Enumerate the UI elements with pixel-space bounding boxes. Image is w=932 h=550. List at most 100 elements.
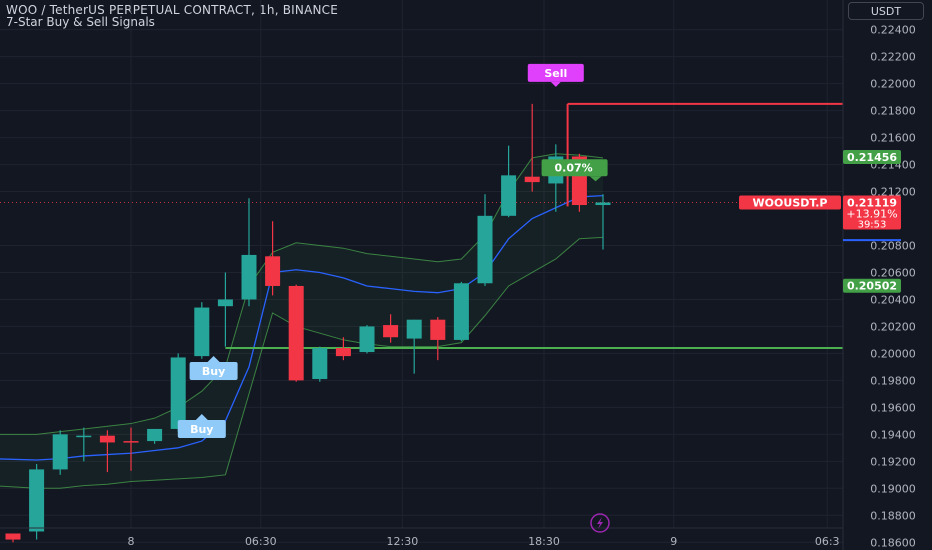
candle <box>5 533 21 543</box>
buy-signal-label: Buy <box>189 355 238 380</box>
candle-body <box>147 428 163 442</box>
pct-box <box>541 159 608 177</box>
price-tick-label: 0.19000 <box>870 482 916 495</box>
candle <box>430 316 446 361</box>
upper-band-price-tag-text: 0.21456 <box>847 151 897 164</box>
candle-body <box>194 307 210 357</box>
candle <box>383 314 399 343</box>
candle <box>99 430 115 473</box>
pct-pointer <box>589 176 602 182</box>
sell-signal-label: Sell <box>527 63 584 87</box>
symbol-tag: WOOUSDT.P <box>739 195 841 210</box>
candle-body <box>477 215 493 284</box>
candle-body <box>501 175 517 216</box>
lightning-circle <box>590 513 610 533</box>
candle <box>170 353 186 432</box>
signal-pointer <box>550 81 561 87</box>
candle <box>312 346 328 382</box>
candle-body <box>312 348 328 380</box>
candle-body <box>383 325 399 338</box>
candle <box>217 272 233 347</box>
indicator-name[interactable]: 7-Star Buy & Sell Signals <box>6 15 155 29</box>
candle <box>359 325 375 354</box>
signal-box <box>527 63 584 82</box>
price-tick-label: 0.20600 <box>870 266 916 279</box>
countdown-text: 39:53 <box>858 219 887 230</box>
candle <box>288 284 304 382</box>
price-tick-label: 0.21600 <box>870 132 916 145</box>
time-tick-label: 06:30 <box>245 535 277 548</box>
candle-body <box>595 202 611 206</box>
price-tick-label: 0.18800 <box>870 509 916 522</box>
pct-text: 0.07% <box>555 161 593 174</box>
candle-body <box>335 348 351 357</box>
candle <box>406 319 422 374</box>
signal-pointer <box>207 355 220 362</box>
signal-pointer <box>195 413 208 420</box>
time-axis[interactable]: 8 06:30 12:30 18:30 9 06:3 <box>0 513 843 548</box>
price-tick-label: 0.20000 <box>870 347 916 360</box>
time-tick-label: 12:30 <box>387 535 419 548</box>
candle-body <box>524 176 540 183</box>
upper-band-price-tag-box <box>843 150 901 165</box>
lower-band-price-tag-box <box>843 278 901 293</box>
candle-body <box>406 319 422 339</box>
candle-body <box>170 357 186 429</box>
candles <box>5 103 611 543</box>
candle <box>501 145 517 218</box>
candle-body <box>29 469 45 532</box>
grid-lines <box>0 0 843 543</box>
candle <box>123 427 139 471</box>
time-tick-label: 9 <box>670 535 677 548</box>
last-price-box <box>843 195 901 230</box>
price-tick-label: 0.19400 <box>870 428 916 441</box>
price-tick-label: 0.19600 <box>870 401 916 414</box>
candle <box>76 427 92 462</box>
candle <box>147 428 163 444</box>
candle <box>524 103 540 192</box>
price-axis[interactable]: 0.22400 0.22200 0.22000 0.21800 0.21600 0.214… <box>842 0 916 550</box>
candle <box>241 198 257 307</box>
candle-body <box>430 319 446 340</box>
price-tick-label: 0.22400 <box>870 24 916 37</box>
price-tick-label: 0.22200 <box>870 51 916 64</box>
pct-change-label: 0.07% <box>541 159 608 182</box>
price-tick-label: 0.19800 <box>870 374 916 387</box>
signal-text: Buy <box>202 365 225 378</box>
candle-body <box>288 285 304 381</box>
candle-body <box>265 256 281 286</box>
signal-labels: Sell Buy Buy 0.07% <box>177 63 608 438</box>
last-price-text: 0.21119 <box>847 196 897 209</box>
candle <box>335 337 351 361</box>
price-tick-label: 0.21200 <box>870 186 916 199</box>
lower-band-price-tag-text: 0.20502 <box>847 280 897 293</box>
candle-body <box>241 254 257 300</box>
candle-body <box>359 326 375 353</box>
price-tick-label: 0.21800 <box>870 105 916 118</box>
lightning-bolt <box>597 517 603 529</box>
price-tick-label: 0.18600 <box>870 536 916 549</box>
currency-button[interactable]: USDT <box>848 2 924 20</box>
signal-text: Sell <box>544 67 567 80</box>
time-tick-label: 8 <box>128 535 135 548</box>
candle <box>477 194 493 286</box>
last-price-tag: 0.21119+13.91%39:53 <box>843 195 901 230</box>
chart-title: WOO / TetherUS PERPETUAL CONTRACT, 1h, B… <box>6 3 339 17</box>
price-tick-label: 0.20800 <box>870 239 916 252</box>
time-tick-label: 06:3 <box>815 535 840 548</box>
lower-band-line <box>0 236 604 489</box>
price-markers: 0.21456 0.20502 0.21119+13.91%39:53 WOOUSDT… <box>739 150 901 293</box>
price-tick-label: 0.22000 <box>870 78 916 91</box>
lower-band-price-tag: 0.20502 <box>843 278 901 293</box>
upper-band-price-tag: 0.21456 <box>843 150 901 165</box>
change-pct-text: +13.91% <box>846 207 897 220</box>
candle-body <box>76 435 92 438</box>
lightning-icon[interactable] <box>590 513 610 533</box>
signal-levels <box>0 102 843 350</box>
symbol-text: WOOUSDT.P <box>753 196 828 209</box>
price-tick-label: 0.20400 <box>870 293 916 306</box>
candle-body <box>453 283 469 340</box>
buy-signal-label: Buy <box>177 413 226 438</box>
signal-text: Buy <box>190 423 213 436</box>
